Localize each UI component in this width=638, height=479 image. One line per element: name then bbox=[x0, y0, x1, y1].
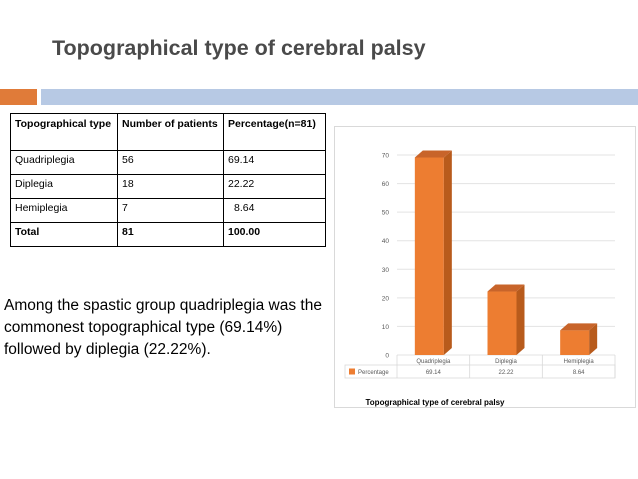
table-total-row: Total 81 100.00 bbox=[10, 222, 326, 247]
table-cell: 69.14 bbox=[223, 150, 326, 175]
x-tick-label: Hemiplegia bbox=[564, 359, 595, 365]
y-tick-label: 20 bbox=[382, 295, 390, 302]
bar-chart: 0 10 20 30 40 50 60 70 Percentage Quadriplegia 69.… bbox=[334, 126, 636, 408]
bar-side-diplegia bbox=[516, 284, 525, 355]
y-tick-label: 30 bbox=[382, 267, 390, 274]
bar-diplegia bbox=[487, 291, 517, 355]
table-cell: Total bbox=[10, 222, 118, 247]
data-label: 8.64 bbox=[573, 370, 585, 376]
table-row: Hemiplegia 7 8.64 bbox=[10, 198, 326, 223]
table-header: Topographical type bbox=[10, 113, 118, 151]
summary-text: Among the spastic group quadriplegia was… bbox=[4, 297, 322, 358]
table-row: Quadriplegia 56 69.14 bbox=[10, 150, 326, 175]
bar-side-hemiplegia bbox=[589, 323, 598, 355]
bar-top-diplegia bbox=[487, 284, 525, 292]
y-tick-label: 10 bbox=[382, 324, 390, 331]
data-label: 69.14 bbox=[426, 370, 442, 376]
table-header: Percentage(n=81) bbox=[223, 113, 326, 151]
legend-swatch bbox=[349, 368, 355, 375]
y-tick-label: 0 bbox=[385, 353, 389, 360]
table-cell: Diplegia bbox=[10, 174, 118, 199]
bar-hemiplegia bbox=[560, 330, 590, 355]
bar-top-quadriplegia bbox=[414, 150, 452, 158]
chart-svg: 0 10 20 30 40 50 60 70 Percentage Quadriplegia 69.… bbox=[344, 150, 616, 407]
y-tick-label: 60 bbox=[382, 181, 390, 188]
table-cell: 100.00 bbox=[223, 222, 326, 247]
table-cell: 81 bbox=[117, 222, 224, 247]
data-label: 22.22 bbox=[498, 370, 514, 376]
table-cell: 7 bbox=[117, 198, 224, 223]
table-header-row: Topographical type Number of patients Pe… bbox=[10, 113, 326, 151]
bar-top-hemiplegia bbox=[560, 323, 598, 331]
table-cell: 56 bbox=[117, 150, 224, 175]
x-tick-label: Diplegia bbox=[495, 359, 517, 365]
table-header: Number of patients bbox=[117, 113, 224, 151]
patients-table: Topographical type Number of patients Pe… bbox=[10, 113, 326, 247]
bar-side-quadriplegia bbox=[443, 150, 452, 355]
accent-bar-blue bbox=[41, 89, 638, 105]
slide-title: Topographical type of cerebral palsy bbox=[52, 36, 426, 60]
table-cell: Quadriplegia bbox=[10, 150, 118, 175]
table-row: Diplegia 18 22.22 bbox=[10, 174, 326, 199]
y-tick-label: 70 bbox=[382, 153, 390, 160]
x-tick-label: Quadriplegia bbox=[416, 359, 451, 365]
legend-label: Percentage bbox=[358, 370, 389, 376]
table-cell: 22.22 bbox=[223, 174, 326, 199]
table-cell: Hemiplegia bbox=[10, 198, 118, 223]
bar-quadriplegia bbox=[414, 157, 444, 355]
accent-bar-orange bbox=[0, 89, 37, 105]
y-tick-label: 40 bbox=[382, 238, 390, 245]
y-tick-label: 50 bbox=[382, 210, 390, 217]
table-cell: 18 bbox=[117, 174, 224, 199]
table-cell: 8.64 bbox=[223, 198, 326, 223]
chart-title: Topographical type of cerebral palsy bbox=[366, 398, 506, 407]
